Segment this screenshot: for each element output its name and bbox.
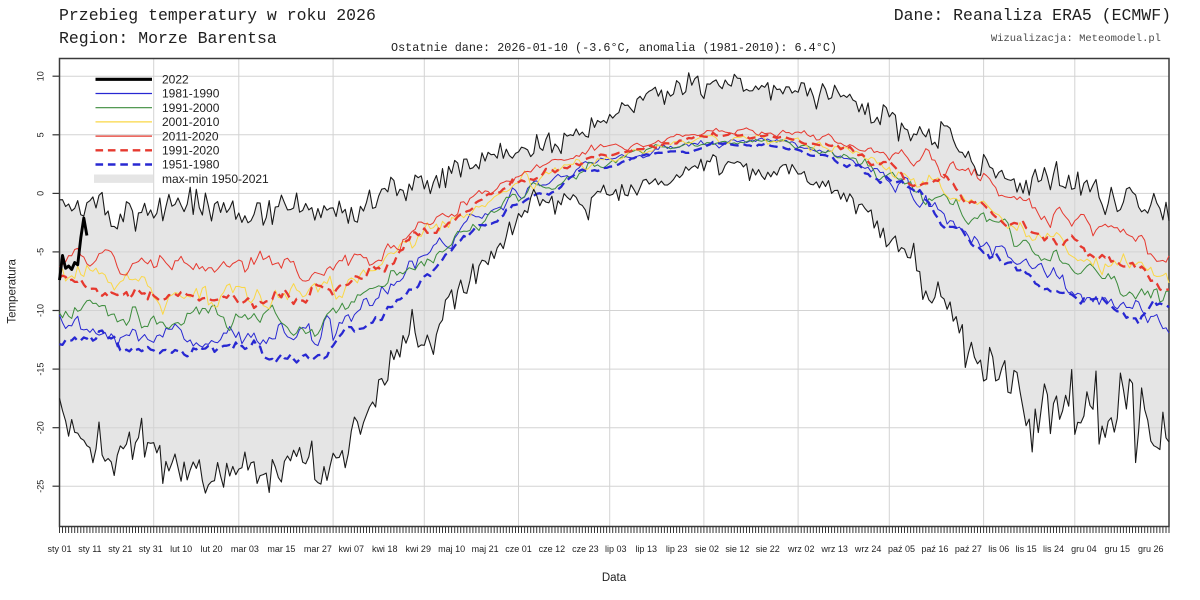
svg-text:2001-2010: 2001-2010 — [162, 115, 220, 129]
svg-text:gru 26: gru 26 — [1138, 544, 1164, 554]
svg-text:cze 23: cze 23 — [572, 544, 599, 554]
svg-text:Wizualizacja: Meteomodel.pl: Wizualizacja: Meteomodel.pl — [991, 33, 1161, 45]
svg-text:cze 01: cze 01 — [505, 544, 532, 554]
svg-text:paź 05: paź 05 — [888, 544, 915, 554]
svg-text:kwi 18: kwi 18 — [372, 544, 398, 554]
svg-text:Region: Morze Barentsa: Region: Morze Barentsa — [59, 29, 277, 48]
svg-text:-20: -20 — [36, 421, 46, 434]
svg-text:5: 5 — [36, 132, 46, 137]
svg-text:lis 24: lis 24 — [1043, 544, 1064, 554]
svg-text:kwi 07: kwi 07 — [339, 544, 365, 554]
svg-text:-25: -25 — [36, 480, 46, 493]
svg-text:sty 21: sty 21 — [108, 544, 132, 554]
svg-text:-10: -10 — [36, 304, 46, 317]
svg-text:wrz 02: wrz 02 — [787, 544, 815, 554]
svg-text:1991-2020: 1991-2020 — [162, 144, 220, 158]
svg-text:sty 11: sty 11 — [78, 544, 101, 554]
svg-text:lut 20: lut 20 — [200, 544, 222, 554]
svg-text:2011-2020: 2011-2020 — [162, 129, 219, 143]
svg-text:lip 23: lip 23 — [666, 544, 688, 554]
svg-text:gru 15: gru 15 — [1105, 544, 1131, 554]
svg-text:paź 16: paź 16 — [921, 544, 948, 554]
svg-text:gru 04: gru 04 — [1071, 544, 1097, 554]
svg-text:0: 0 — [36, 191, 46, 196]
svg-text:lip 03: lip 03 — [605, 544, 627, 554]
svg-text:1981-1990: 1981-1990 — [162, 87, 220, 101]
svg-text:sie 22: sie 22 — [756, 544, 780, 554]
svg-text:maj 21: maj 21 — [472, 544, 499, 554]
svg-text:10: 10 — [36, 71, 46, 81]
svg-text:lip 13: lip 13 — [635, 544, 657, 554]
svg-text:Data: Data — [602, 572, 627, 584]
svg-text:wrz 24: wrz 24 — [854, 544, 882, 554]
svg-text:wrz 13: wrz 13 — [820, 544, 848, 554]
svg-text:lis 06: lis 06 — [988, 544, 1009, 554]
svg-text:lis 15: lis 15 — [1016, 544, 1037, 554]
svg-text:-15: -15 — [36, 363, 46, 376]
svg-text:lut 10: lut 10 — [170, 544, 192, 554]
svg-text:sty 31: sty 31 — [139, 544, 163, 554]
svg-text:Dane: Reanaliza ERA5 (ECMWF): Dane: Reanaliza ERA5 (ECMWF) — [894, 6, 1171, 25]
svg-text:mar 03: mar 03 — [231, 544, 259, 554]
svg-text:mar 15: mar 15 — [267, 544, 295, 554]
svg-text:Ostatnie dane: 2026-01-10 (-3.: Ostatnie dane: 2026-01-10 (-3.6°C, anoma… — [391, 41, 837, 55]
svg-text:max-min 1950-2021: max-min 1950-2021 — [162, 172, 269, 186]
svg-text:paź 27: paź 27 — [955, 544, 982, 554]
svg-text:cze 12: cze 12 — [539, 544, 566, 554]
svg-text:2022: 2022 — [162, 73, 189, 87]
svg-text:sty 01: sty 01 — [47, 544, 71, 554]
svg-text:Temperatura: Temperatura — [7, 259, 19, 324]
svg-text:-5: -5 — [36, 248, 46, 256]
svg-text:sie 02: sie 02 — [695, 544, 719, 554]
svg-text:1991-2000: 1991-2000 — [162, 101, 220, 115]
svg-text:kwi 29: kwi 29 — [405, 544, 431, 554]
svg-text:Przebieg temperatury w roku 20: Przebieg temperatury w roku 2026 — [59, 6, 376, 25]
svg-text:sie 12: sie 12 — [725, 544, 749, 554]
svg-text:maj 10: maj 10 — [438, 544, 465, 554]
svg-text:mar 27: mar 27 — [304, 544, 332, 554]
svg-text:1951-1980: 1951-1980 — [162, 158, 220, 172]
